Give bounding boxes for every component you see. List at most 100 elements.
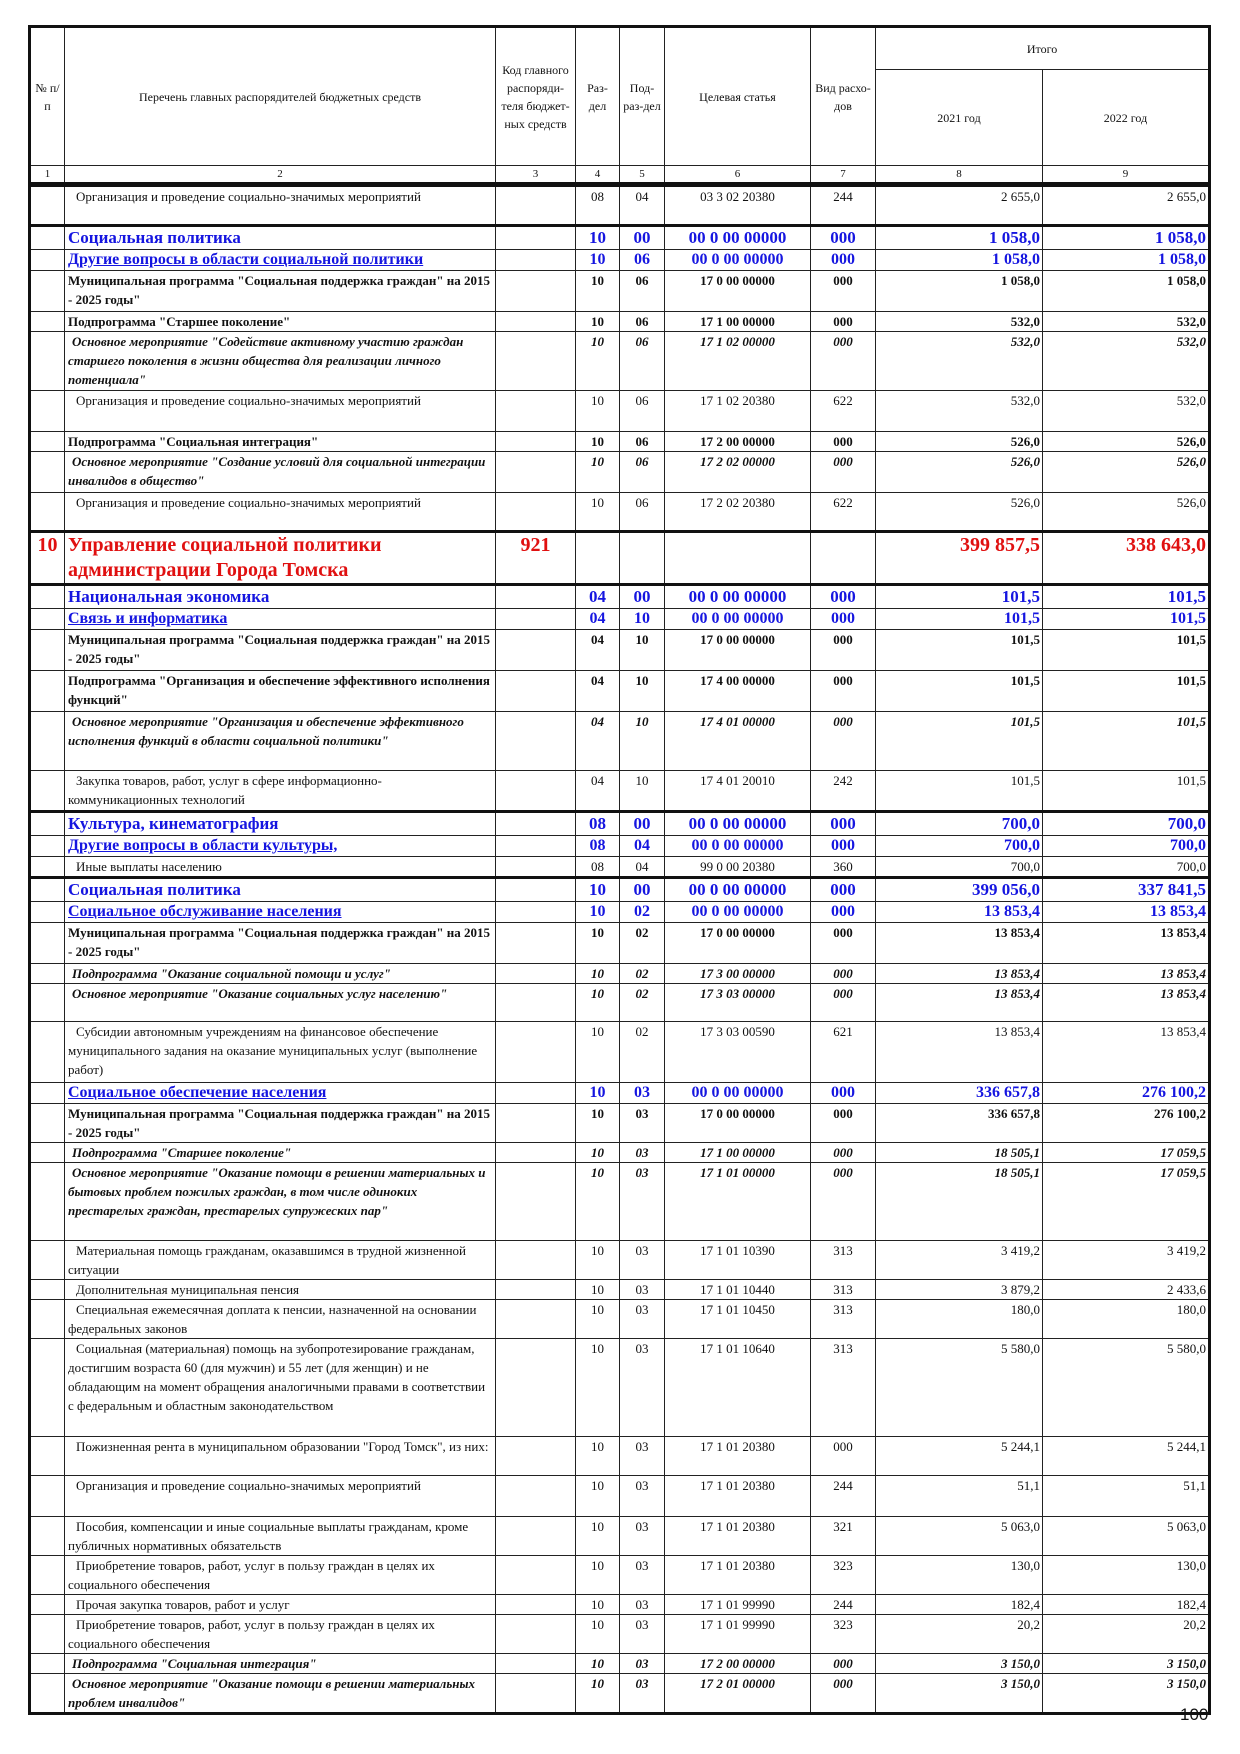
row-name: Основное мероприятие "Оказание помощи в … (64, 1673, 496, 1714)
table-row: Подпрограмма "Старшее поколение" 10 03 17 1… (29, 1142, 1210, 1163)
row-subsection: 06 (619, 311, 665, 332)
row-number (29, 922, 65, 964)
row-name: Основное мероприятие "Организация и обес… (64, 711, 496, 771)
row-target-article: 17 1 01 99990 (664, 1594, 811, 1615)
row-name: Основное мероприятие "Оказание помощи в … (64, 1162, 496, 1241)
row-subsection: 00 (619, 810, 665, 836)
row-code (495, 583, 576, 609)
row-number (29, 224, 65, 250)
row-section: 04 (575, 670, 620, 712)
row-amount-2022: 101,5 (1042, 770, 1210, 812)
row-target-article: 17 1 02 20380 (664, 390, 811, 432)
row-name: Социальное обслуживание населения (64, 901, 496, 923)
row-target-article: 17 1 00 00000 (664, 1142, 811, 1163)
row-code (495, 1240, 576, 1280)
table-row: Связь и информатика 04 10 00 0 00 00000 000 1… (29, 608, 1210, 630)
page-number: 100 (1180, 1705, 1209, 1724)
row-expense-type: 244 (810, 1475, 876, 1517)
row-target-article: 00 0 00 00000 (664, 835, 811, 857)
table-row: Культура, кинематография 08 00 00 0 00 0000… (29, 810, 1210, 836)
row-section: 10 (575, 390, 620, 432)
table-row: Приобретение товаров, работ, услуг в пол… (29, 1614, 1210, 1654)
header-expense-type: Вид расхо-дов (810, 26, 876, 166)
row-name: Специальная ежемесячная доплата к пенсии… (64, 1299, 496, 1339)
row-number (29, 1021, 65, 1083)
row-number (29, 1594, 65, 1615)
row-target-article: 00 0 00 00000 (664, 224, 811, 250)
row-target-article: 17 0 00 00000 (664, 922, 811, 964)
row-section: 10 (575, 1021, 620, 1083)
row-expense-type: 622 (810, 390, 876, 432)
row-target-article: 17 1 01 20380 (664, 1436, 811, 1476)
row-amount-2022: 101,5 (1042, 629, 1210, 671)
row-name: Подпрограмма "Социальная интеграция" (64, 1653, 496, 1674)
row-target-article: 17 4 01 00000 (664, 711, 811, 771)
row-amount-2021: 526,0 (875, 492, 1043, 532)
table-row: Иные выплаты населению 08 04 99 0 00 20380 3… (29, 856, 1210, 878)
row-name: Организация и проведение социально-значи… (64, 390, 496, 432)
row-amount-2022: 13 853,4 (1042, 922, 1210, 964)
row-subsection: 06 (619, 390, 665, 432)
row-amount-2021: 2 655,0 (875, 184, 1043, 226)
table-row: Социальное обслуживание населения 10 02 00 … (29, 901, 1210, 923)
row-target-article: 17 0 00 00000 (664, 1103, 811, 1143)
row-target-article: 00 0 00 00000 (664, 583, 811, 609)
row-code (495, 1653, 576, 1674)
row-amount-2021: 101,5 (875, 670, 1043, 712)
row-subsection: 03 (619, 1614, 665, 1654)
row-expense-type: 000 (810, 451, 876, 493)
row-code (495, 1594, 576, 1615)
header-total: Итого (875, 26, 1210, 70)
row-amount-2021: 3 150,0 (875, 1673, 1043, 1714)
row-code (495, 224, 576, 250)
table-row: Социальная политика 10 00 00 0 00 00000 000 1… (29, 224, 1210, 250)
table-row: Национальная экономика 04 00 00 0 00 00000 0… (29, 583, 1210, 609)
table-row: Основное мероприятие "Оказание помощи в … (29, 1162, 1210, 1241)
row-section (575, 530, 620, 585)
row-amount-2021: 700,0 (875, 810, 1043, 836)
row-number (29, 1516, 65, 1556)
row-expense-type: 000 (810, 1082, 876, 1104)
row-target-article: 00 0 00 00000 (664, 810, 811, 836)
row-name: Муниципальная программа "Социальная подд… (64, 270, 496, 312)
row-subsection: 10 (619, 670, 665, 712)
row-code (495, 1338, 576, 1437)
table-row: Организация и проведение социально-значи… (29, 184, 1210, 226)
row-expense-type: 313 (810, 1279, 876, 1300)
row-target-article: 00 0 00 00000 (664, 1082, 811, 1104)
table-row: Субсидии автономным учреждениям на финан… (29, 1021, 1210, 1083)
row-target-article: 00 0 00 00000 (664, 901, 811, 923)
row-section: 10 (575, 1299, 620, 1339)
row-number (29, 451, 65, 493)
row-amount-2022: 532,0 (1042, 331, 1210, 391)
row-amount-2021: 180,0 (875, 1299, 1043, 1339)
row-name: Подпрограмма "Организация и обеспечение … (64, 670, 496, 712)
row-amount-2021: 5 580,0 (875, 1338, 1043, 1437)
row-amount-2021: 20,2 (875, 1614, 1043, 1654)
row-expense-type: 000 (810, 983, 876, 1022)
row-number (29, 1299, 65, 1339)
row-section: 10 (575, 431, 620, 452)
row-subsection: 02 (619, 983, 665, 1022)
row-amount-2021: 532,0 (875, 390, 1043, 432)
row-number (29, 249, 65, 271)
row-code (495, 331, 576, 391)
row-subsection: 03 (619, 1436, 665, 1476)
header-number: № п/п (29, 26, 65, 166)
row-section: 10 (575, 1475, 620, 1517)
row-name: Социальное обеспечение населения (64, 1082, 496, 1104)
row-target-article: 17 2 02 20380 (664, 492, 811, 532)
row-number (29, 770, 65, 812)
row-section: 10 (575, 1653, 620, 1674)
table-row: Пособия, компенсации и иные социальные в… (29, 1516, 1210, 1556)
table-row: Основное мероприятие "Содействие активно… (29, 331, 1210, 391)
row-amount-2022: 526,0 (1042, 492, 1210, 532)
row-name: Прочая закупка товаров, работ и услуг (64, 1594, 496, 1615)
table-row: Организация и проведение социально-значи… (29, 1475, 1210, 1517)
row-subsection: 10 (619, 711, 665, 771)
row-code (495, 1103, 576, 1143)
row-expense-type: 000 (810, 963, 876, 984)
row-name: Приобретение товаров, работ, услуг в пол… (64, 1614, 496, 1654)
row-code (495, 1516, 576, 1556)
row-name: Организация и проведение социально-значи… (64, 184, 496, 226)
